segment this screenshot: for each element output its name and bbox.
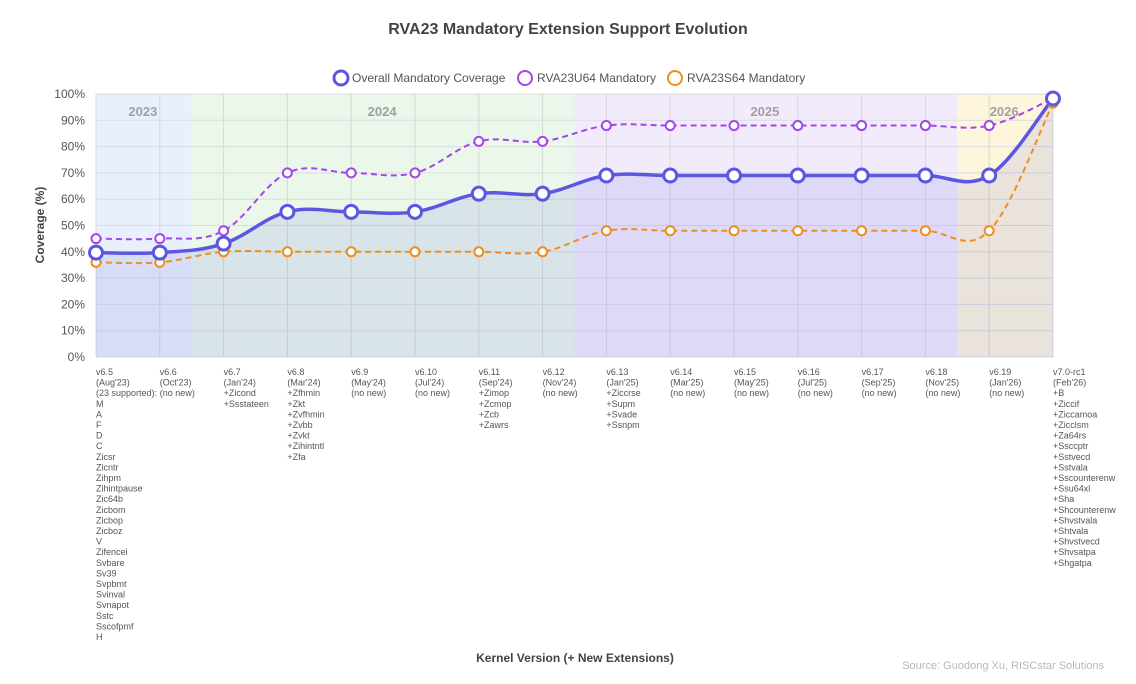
- overall-area: [96, 98, 1053, 357]
- x-category-label: v6.18 (Nov'25) (no new): [925, 367, 960, 398]
- data-point[interactable]: [88, 244, 104, 261]
- data-point[interactable]: [983, 120, 995, 132]
- data-point[interactable]: [537, 135, 549, 147]
- data-point[interactable]: [919, 225, 931, 237]
- year-label: 2026: [990, 104, 1019, 119]
- y-tick-label: 50%: [61, 219, 85, 233]
- data-point[interactable]: [1045, 90, 1061, 107]
- legend-item-u64[interactable]: RVA23U64 Mandatory: [517, 70, 656, 86]
- series-line-0: [95, 97, 1055, 256]
- data-point[interactable]: [534, 185, 551, 202]
- data-point[interactable]: [856, 225, 868, 237]
- data-point[interactable]: [473, 246, 485, 258]
- x-category-label: v6.5 (Aug'23) (23 supported): M A F D C Zicsr Zic…: [96, 367, 157, 642]
- data-point[interactable]: [919, 120, 931, 132]
- data-point[interactable]: [726, 167, 742, 184]
- y-tick-label: 30%: [61, 271, 85, 285]
- data-point[interactable]: [407, 203, 423, 220]
- x-category-label: v6.8 (Mar'24) +Zfhmin +Zkt +Zvfhmin +Zvbb +Zvk…: [287, 367, 324, 462]
- data-point[interactable]: [409, 167, 421, 179]
- legend-marker-overall: [332, 69, 350, 87]
- data-point[interactable]: [345, 246, 357, 258]
- data-point[interactable]: [343, 203, 360, 220]
- year-labels: 2023 2024 2025 2026: [128, 104, 1018, 119]
- y-tick-label: 40%: [61, 245, 85, 259]
- y-tick-label: 10%: [61, 324, 85, 338]
- y-tick-label: 90%: [61, 113, 85, 127]
- data-point[interactable]: [537, 246, 549, 258]
- data-point[interactable]: [728, 225, 740, 237]
- x-category-label: v6.7 (Jan'24) +Zicond +Ssstateen: [224, 367, 269, 409]
- x-category-label: v6.11 (Sep'24) +Zimop +Zcmop +Zcb +Zawrs: [479, 367, 513, 430]
- x-category-label: v6.10 (Jul'24) (no new): [415, 367, 450, 398]
- x-category-label: v6.15 (May'25) (no new): [734, 367, 769, 398]
- y-tick-label: 60%: [61, 192, 85, 206]
- legend-label-s64: RVA23S64 Mandatory: [687, 71, 805, 85]
- chart-title: RVA23 Mandatory Extension Support Evolut…: [388, 21, 747, 38]
- y-axis-label: Coverage (%): [33, 187, 47, 264]
- x-category-label: v6.6 (Oct'23) (no new): [160, 367, 195, 398]
- data-point[interactable]: [151, 244, 168, 261]
- y-tick-label: 0%: [68, 350, 86, 364]
- data-point[interactable]: [279, 203, 296, 220]
- y-tick-labels: 0% 10% 20% 30% 40% 50% 60% 70% 80% 90% 100%: [54, 87, 85, 364]
- y-tick-label: 80%: [61, 140, 85, 154]
- data-point[interactable]: [281, 167, 293, 179]
- data-point[interactable]: [473, 135, 485, 147]
- legend: Overall Mandatory Coverage RVA23U64 Mand…: [332, 69, 805, 87]
- data-point[interactable]: [917, 167, 934, 184]
- legend-marker-s64: [667, 70, 683, 86]
- data-point[interactable]: [856, 120, 868, 132]
- data-point[interactable]: [218, 225, 230, 237]
- legend-label-u64: RVA23U64 Mandatory: [537, 71, 656, 85]
- data-point[interactable]: [789, 167, 806, 184]
- year-label: 2024: [368, 104, 398, 119]
- x-category-label: v7.0-rc1 (Feb'26) +B +Ziccif +Ziccamoa +Ziccl…: [1053, 367, 1116, 568]
- data-point[interactable]: [281, 246, 293, 258]
- y-tick-label: 100%: [54, 87, 85, 101]
- data-point[interactable]: [90, 233, 102, 245]
- series-line-1: [95, 97, 1054, 241]
- year-label: 2025: [750, 104, 779, 119]
- data-point[interactable]: [215, 235, 232, 252]
- data-point[interactable]: [470, 185, 487, 202]
- area-fill: [96, 98, 1053, 357]
- x-category-label: v6.9 (May'24) (no new): [351, 367, 386, 398]
- data-point[interactable]: [598, 167, 615, 184]
- y-tick-label: 20%: [61, 297, 85, 311]
- x-category-label: v6.17 (Sep'25) (no new): [862, 367, 897, 398]
- x-category-label: v6.12 (Nov'24) (no new): [543, 367, 578, 398]
- data-point[interactable]: [792, 225, 804, 237]
- legend-label-overall: Overall Mandatory Coverage: [352, 71, 506, 85]
- legend-item-overall[interactable]: Overall Mandatory Coverage: [332, 69, 506, 87]
- x-category-label: v6.16 (Jul'25) (no new): [798, 367, 833, 398]
- legend-marker-u64: [517, 70, 533, 86]
- data-point[interactable]: [662, 167, 679, 184]
- data-point[interactable]: [853, 167, 870, 184]
- data-point[interactable]: [600, 225, 612, 237]
- data-point[interactable]: [664, 120, 676, 132]
- data-point[interactable]: [983, 225, 995, 237]
- x-category-label: v6.14 (Mar'25) (no new): [670, 367, 705, 398]
- x-category-label: v6.13 (Jan'25) +Ziccrse +Supm +Svade +Ssnpm: [606, 367, 640, 430]
- gridlines: [95, 93, 1054, 358]
- series-markers: [88, 90, 1061, 268]
- data-point[interactable]: [409, 246, 421, 258]
- legend-item-s64[interactable]: RVA23S64 Mandatory: [667, 70, 805, 86]
- data-point[interactable]: [154, 233, 166, 245]
- data-point[interactable]: [981, 167, 998, 184]
- data-point[interactable]: [792, 120, 804, 132]
- year-label: 2023: [128, 104, 157, 119]
- x-axis-label: Kernel Version (+ New Extensions): [476, 651, 674, 665]
- data-point[interactable]: [345, 167, 357, 179]
- data-point[interactable]: [600, 120, 612, 132]
- source-note: Source: Guodong Xu, RISCstar Solutions: [902, 660, 1104, 672]
- y-tick-label: 70%: [61, 166, 85, 180]
- data-point[interactable]: [664, 225, 676, 237]
- data-point[interactable]: [728, 120, 740, 132]
- x-category-labels: v6.5 (Aug'23) (23 supported): M A F D C Zicsr Zic…: [96, 367, 1116, 642]
- x-category-label: v6.19 (Jan'26) (no new): [989, 367, 1024, 398]
